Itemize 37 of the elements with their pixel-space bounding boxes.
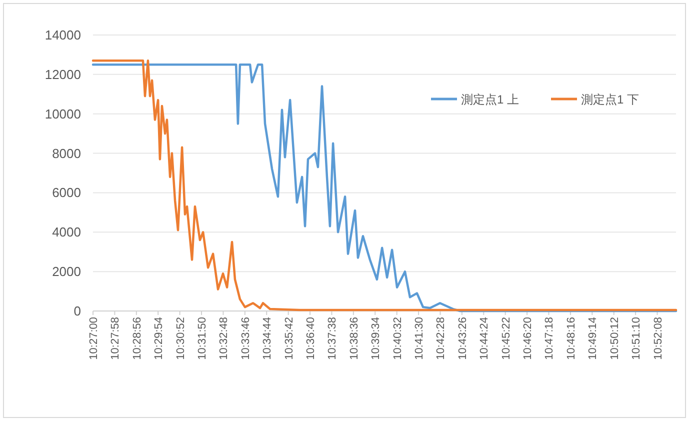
x-tick-label: 10:45:22 (500, 317, 512, 360)
x-tick-label: 10:47:18 (544, 317, 556, 360)
y-tick-label: 2000 (52, 264, 81, 280)
x-tick-label: 10:34:44 (262, 317, 274, 360)
y-tick-label: 4000 (52, 224, 81, 240)
x-tick-label: 10:52:08 (652, 317, 664, 360)
x-tick-label: 10:49:14 (587, 317, 600, 360)
x-tick-label: 10:48:16 (565, 317, 578, 360)
x-tick-label: 10:35:42 (283, 317, 296, 360)
x-tick-label: 10:36:40 (305, 317, 318, 360)
x-tick-label: 10:28:56 (131, 317, 144, 360)
x-tick-label: 10:37:38 (326, 317, 339, 360)
x-tick-label: 10:44:24 (478, 317, 491, 360)
y-tick-label: 14000 (44, 28, 81, 42)
x-tick-label: 10:50:12 (608, 317, 621, 360)
x-tick-label: 10:42:28 (435, 317, 448, 360)
y-tick-label: 8000 (52, 146, 81, 161)
x-tick-label: 10:31:50 (196, 317, 209, 360)
legend-label: 測定点1 下 (581, 92, 640, 106)
x-tick-label: 10:29:54 (153, 317, 166, 360)
x-tick-label: 10:46:20 (522, 317, 534, 360)
x-tick-label: 10:33:46 (240, 317, 252, 360)
y-tick-label: 6000 (52, 185, 81, 200)
x-tick-label: 10:27:58 (110, 317, 122, 360)
x-tick-label: 10:32:48 (218, 317, 230, 360)
x-tick-label: 10:43:26 (456, 317, 469, 360)
x-tick-label: 10:38:36 (348, 317, 360, 360)
x-tick-label: 10:40:32 (392, 317, 404, 360)
legend-label: 測定点1 上 (461, 92, 520, 106)
x-tick-label: 10:30:52 (174, 317, 187, 360)
y-tick-label: 10000 (44, 106, 81, 122)
x-tick-label: 10:39:34 (370, 317, 382, 360)
x-tick-label: 10:41:30 (414, 317, 426, 360)
y-tick-label: 0 (74, 304, 81, 318)
x-tick-label: 10:51:10 (630, 317, 643, 360)
y-tick-label: 12000 (44, 66, 81, 82)
x-tick-label: 10:27:00 (88, 317, 100, 360)
